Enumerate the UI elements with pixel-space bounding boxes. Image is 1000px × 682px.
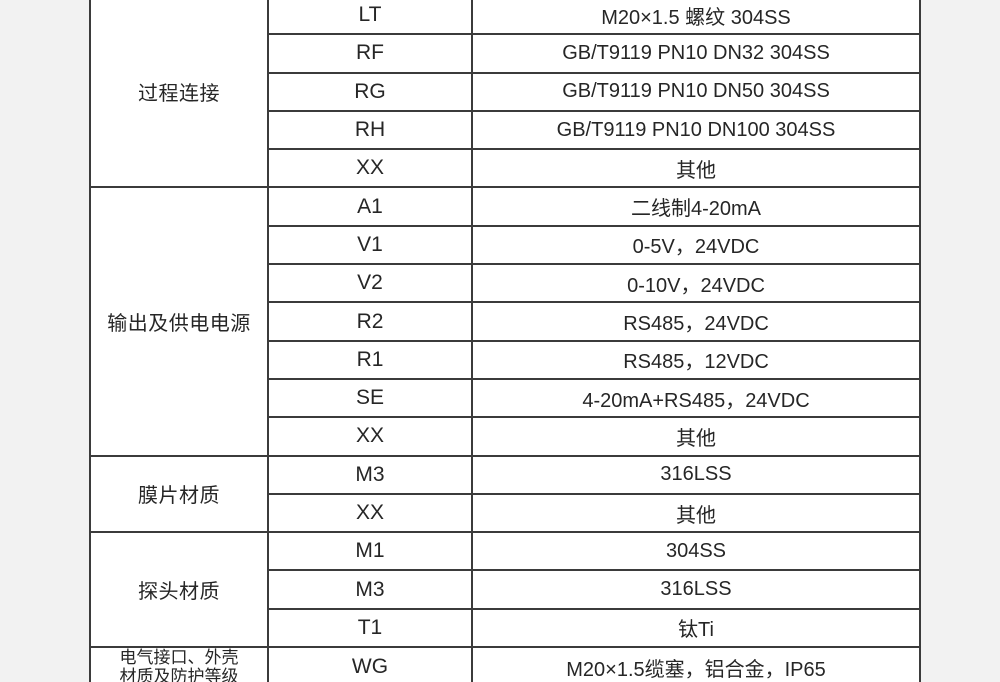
description-cell: 钛Ti — [471, 607, 921, 649]
description-cell: 304SS — [471, 531, 921, 572]
category-cell: 输出及供电电源 — [89, 186, 269, 457]
category-cell: 探头材质 — [89, 531, 269, 649]
description-cell: RS485，12VDC — [471, 339, 921, 380]
table-row: XX 其他 — [90, 148, 921, 189]
table-row: R2 RS485，24VDC — [90, 301, 921, 342]
description-cell: GB/T9119 PN10 DN50 304SS — [471, 71, 921, 112]
spec-table: 过程连接 LT M20×1.5 螺纹 304SS RF GB/T9119 PN10 DN… — [89, 0, 921, 682]
category-cell: 电气接口、外壳 材质及防护等级 — [89, 646, 269, 682]
code-cell: M3 — [267, 454, 473, 495]
code-cell: RH — [267, 109, 473, 151]
code-cell: M1 — [267, 531, 473, 572]
code-cell: SE — [267, 377, 473, 419]
description-cell: GB/T9119 PN10 DN32 304SS — [471, 33, 921, 74]
table-row: T1 钛Ti — [90, 607, 921, 649]
table-row: V2 0-10V，24VDC — [90, 263, 921, 304]
code-cell: RG — [267, 71, 473, 112]
table-row: RF GB/T9119 PN10 DN32 304SS — [90, 33, 921, 74]
code-cell: WG — [267, 646, 473, 682]
description-cell: 其他 — [471, 148, 921, 189]
code-cell: T1 — [267, 607, 473, 649]
table-row: 膜片材质 M3 316LSS — [89, 454, 921, 534]
description-cell: 0-5V，24VDC — [471, 224, 921, 266]
code-cell: LT — [267, 0, 473, 36]
table-row: XX 其他 — [90, 492, 921, 534]
category-cell: 过程连接 — [89, 0, 269, 189]
description-cell: 其他 — [471, 492, 921, 534]
code-cell: R1 — [267, 339, 473, 380]
table-row: 输出及供电电源 A1 二线制4-20mA — [89, 186, 921, 457]
spec-table-container: 过程连接 LT M20×1.5 螺纹 304SS RF GB/T9119 PN10 DN… — [89, 0, 921, 682]
table-row: 探头材质 M1 304SS — [89, 531, 921, 649]
table-row: M3 316LSS — [90, 569, 921, 610]
spec-table-body: 过程连接 LT M20×1.5 螺纹 304SS RF GB/T9119 PN10 DN… — [89, 0, 921, 682]
description-cell: 其他 — [471, 416, 921, 457]
code-cell: A1 — [267, 186, 473, 227]
table-row: 过程连接 LT M20×1.5 螺纹 304SS — [89, 0, 921, 189]
description-cell: M20×1.5缆塞，铝合金，IP65 — [471, 646, 921, 682]
table-row: 电气接口、外壳 材质及防护等级 WG M20×1.5缆塞，铝合金，IP65 — [89, 646, 921, 682]
code-cell: V2 — [267, 263, 473, 304]
description-cell: RS485，24VDC — [471, 301, 921, 342]
code-cell: V1 — [267, 224, 473, 266]
code-cell: XX — [267, 492, 473, 534]
description-cell: 二线制4-20mA — [471, 186, 921, 227]
code-cell: M3 — [267, 569, 473, 610]
code-cell: R2 — [267, 301, 473, 342]
table-row: V1 0-5V，24VDC — [90, 224, 921, 266]
category-cell: 膜片材质 — [89, 454, 269, 534]
description-cell: 4-20mA+RS485，24VDC — [471, 377, 921, 419]
table-row: SE 4-20mA+RS485，24VDC — [90, 377, 921, 419]
table-row: XX 其他 — [90, 416, 921, 457]
code-cell: RF — [267, 33, 473, 74]
description-cell: 316LSS — [471, 454, 921, 495]
table-row: RG GB/T9119 PN10 DN50 304SS — [90, 71, 921, 112]
table-row: RH GB/T9119 PN10 DN100 304SS — [90, 109, 921, 151]
description-cell: 0-10V，24VDC — [471, 263, 921, 304]
description-cell: M20×1.5 螺纹 304SS — [471, 0, 921, 36]
description-cell: GB/T9119 PN10 DN100 304SS — [471, 109, 921, 151]
table-row: R1 RS485，12VDC — [90, 339, 921, 380]
description-cell: 316LSS — [471, 569, 921, 610]
code-cell: XX — [267, 416, 473, 457]
code-cell: XX — [267, 148, 473, 189]
